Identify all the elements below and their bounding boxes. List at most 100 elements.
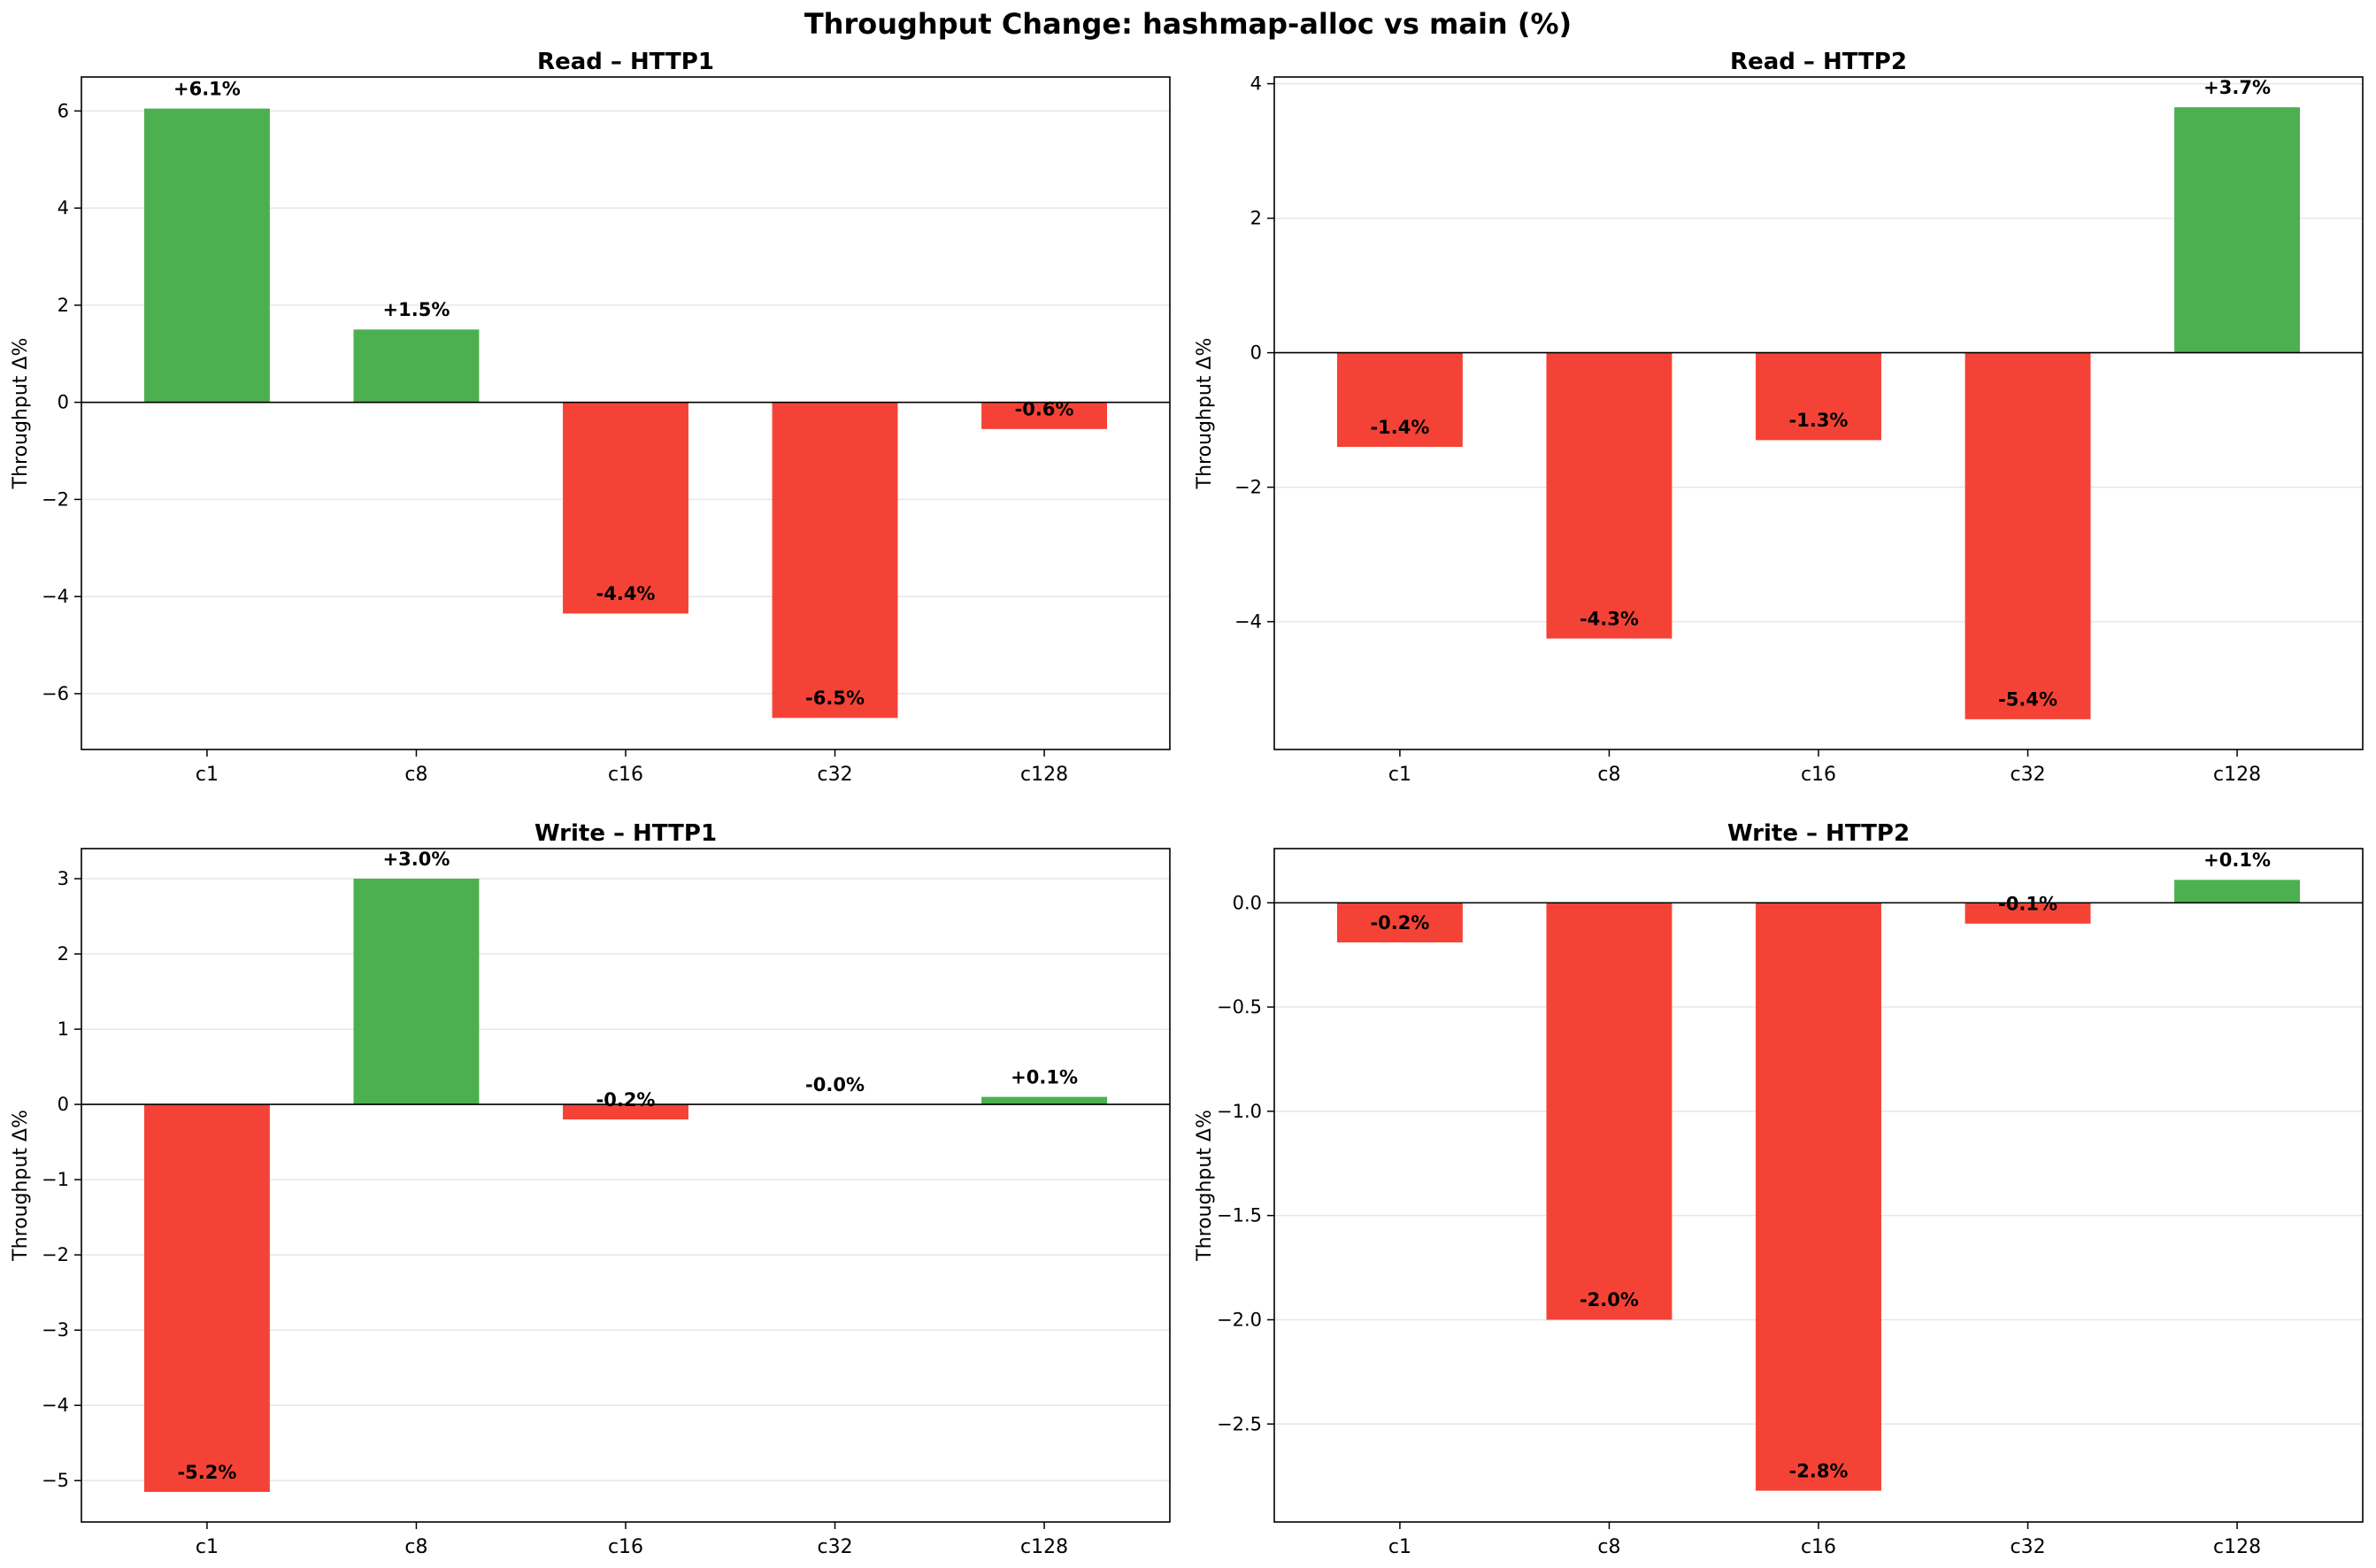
- x-tick-label: c16: [1801, 1536, 1836, 1558]
- y-axis-label: Throughput Δ%: [1194, 338, 1216, 490]
- x-tick-label: c8: [404, 1536, 427, 1558]
- y-tick-label: −4: [42, 586, 69, 607]
- x-tick-label: c1: [196, 1536, 219, 1558]
- x-tick-label: c1: [1388, 1536, 1411, 1558]
- y-tick-label: 0: [58, 1094, 69, 1115]
- y-tick-label: 2: [58, 943, 69, 965]
- data-label: +0.1%: [1011, 1066, 1078, 1088]
- y-tick-label: 0.0: [1233, 892, 1262, 913]
- y-tick-label: −1: [42, 1169, 69, 1190]
- plot-frame: [81, 848, 1171, 1523]
- bar-c8: [1546, 903, 1672, 1320]
- y-tick-label: 0: [1250, 342, 1262, 364]
- x-tick-label: c1: [1388, 764, 1411, 786]
- bar-c16: [1756, 352, 1881, 441]
- bar-c128: [2174, 880, 2301, 903]
- y-tick-label: −2.0: [1217, 1309, 1262, 1330]
- y-axis-label: Throughput Δ%: [10, 338, 32, 490]
- y-tick-label: −2: [1234, 477, 1262, 498]
- x-tick-label: c128: [2213, 764, 2261, 786]
- y-tick-label: −2: [42, 1244, 69, 1265]
- chart-panel-2: −5 −4 −3 −2 −1 0 1 2 3 -5.2% +3.0% -0.2% -0.0% +0.1% c…: [10, 820, 1171, 1558]
- bar-c16: [1756, 903, 1881, 1491]
- x-tick-label: c8: [404, 764, 427, 786]
- data-label: -0.1%: [1998, 894, 2057, 915]
- plot-frame: [1273, 848, 2364, 1523]
- plot-frame: [1273, 76, 2364, 750]
- bar-c1: [143, 1104, 270, 1492]
- y-tick-label: −0.5: [1217, 996, 1262, 1018]
- data-label: -2.8%: [1789, 1460, 1849, 1481]
- x-tick-label: c8: [1597, 1536, 1620, 1558]
- data-label: -5.4%: [1998, 689, 2057, 711]
- data-label: -1.3%: [1789, 410, 1849, 431]
- y-tick-label: −2: [42, 488, 69, 510]
- x-tick-label: c32: [817, 1536, 852, 1558]
- bar-c1: [143, 108, 270, 403]
- bar-c128: [981, 402, 1108, 429]
- data-label: -4.4%: [596, 583, 656, 604]
- y-axis-label: Throughput Δ%: [1194, 1110, 1216, 1262]
- y-tick-label: −1.5: [1217, 1205, 1262, 1226]
- data-label: +0.1%: [2203, 849, 2271, 871]
- data-label: -5.2%: [177, 1462, 236, 1483]
- bar-c128: [981, 1096, 1108, 1105]
- data-label: -0.0%: [805, 1074, 865, 1095]
- y-tick-label: −3: [42, 1319, 69, 1341]
- panel-title: Read – HTTP2: [1730, 49, 1907, 75]
- bar-c1: [1336, 352, 1463, 447]
- x-tick-label: c32: [2010, 1536, 2045, 1558]
- data-label: -4.3%: [1580, 608, 1639, 629]
- x-tick-label: c32: [2010, 764, 2045, 786]
- y-tick-label: 0: [58, 392, 69, 413]
- x-tick-label: c128: [1020, 764, 1068, 786]
- x-tick-label: c1: [196, 764, 219, 786]
- y-axis-label: Throughput Δ%: [10, 1110, 32, 1262]
- chart-panel-1: −4 −2 0 2 4 -1.4% -4.3% -1.3% -5.4% +3.7% c1 c8 c16 c…: [1194, 49, 2364, 786]
- figure-title: Throughput Change: hashmap-alloc vs main…: [804, 7, 1572, 41]
- y-tick-label: 2: [1250, 208, 1262, 229]
- x-tick-label: c16: [608, 1536, 643, 1558]
- y-tick-label: −4: [42, 1395, 69, 1416]
- panel-title: Write – HTTP1: [534, 820, 717, 847]
- y-tick-label: 2: [58, 295, 69, 316]
- bar-c16: [563, 1104, 688, 1120]
- y-tick-label: −1.0: [1217, 1101, 1262, 1122]
- y-tick-label: 4: [1250, 73, 1262, 95]
- plot-frame: [81, 76, 1171, 750]
- data-label: -0.2%: [596, 1089, 656, 1111]
- y-tick-label: −2.5: [1217, 1413, 1262, 1434]
- data-label: -1.4%: [1370, 417, 1429, 438]
- y-tick-label: 4: [58, 197, 69, 219]
- panel-title: Read – HTTP1: [537, 49, 714, 75]
- y-tick-label: 1: [58, 1018, 69, 1040]
- y-tick-label: −6: [42, 683, 69, 704]
- y-tick-label: 6: [58, 100, 69, 121]
- y-tick-label: 3: [58, 868, 69, 889]
- y-tick-label: −5: [42, 1470, 69, 1491]
- data-label: +3.7%: [2203, 77, 2271, 98]
- bar-c16: [563, 402, 688, 614]
- x-tick-label: c32: [817, 764, 852, 786]
- panel-title: Write – HTTP2: [1727, 820, 1910, 847]
- x-tick-label: c16: [608, 764, 643, 786]
- data-label: -0.2%: [1370, 912, 1429, 934]
- data-label: -0.6%: [1015, 399, 1074, 420]
- chart-panel-3: −2.5 −2.0 −1.5 −1.0 −0.5 0.0 -0.2% -2.0% -2.8% -0…: [1194, 820, 2364, 1558]
- bar-c1: [1336, 903, 1463, 943]
- bar-c32: [1965, 352, 2091, 719]
- data-label: -6.5%: [805, 688, 865, 709]
- data-label: +3.0%: [383, 849, 450, 870]
- x-tick-label: c16: [1801, 764, 1836, 786]
- bar-c32: [772, 402, 898, 719]
- bar-c8: [353, 879, 480, 1105]
- data-label: -2.0%: [1580, 1289, 1639, 1311]
- data-label: +1.5%: [383, 299, 450, 320]
- x-tick-label: c8: [1597, 764, 1620, 786]
- bar-c32: [1965, 903, 2091, 924]
- x-tick-label: c128: [2213, 1536, 2261, 1558]
- chart-panel-0: −6 −4 −2 0 2 4 6 +6.1% +1.5% -4.4% -6.5% -0.6% c1 c8 c…: [10, 49, 1171, 786]
- bar-c8: [353, 329, 480, 403]
